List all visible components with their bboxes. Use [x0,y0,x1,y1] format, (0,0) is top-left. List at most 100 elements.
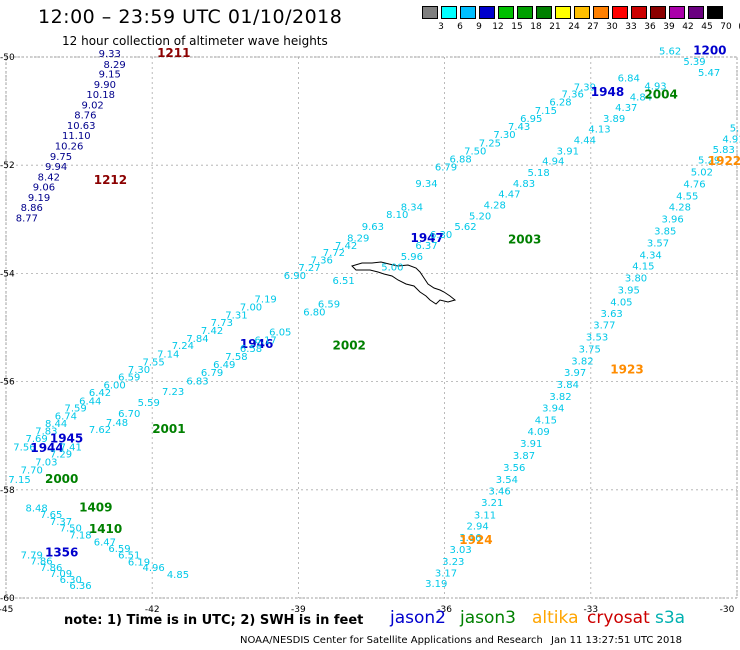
wave-height-label: 5.18 [527,168,549,179]
pass-time-label: 2001 [152,422,185,436]
pass-time-label: 1948 [591,85,624,99]
legend-item-s3a: s3a [655,608,686,628]
colorbar-swatch [479,6,495,19]
colorbar-label: 3 [438,22,444,32]
wave-height-label: 3.46 [488,487,510,498]
wave-height-label: 4.47 [498,190,520,201]
wave-height-label: 7.39 [574,83,596,94]
wave-height-label: 10.63 [67,121,96,132]
wave-height-label: 4.13 [588,125,610,136]
wave-height-label: 4.85 [167,570,189,581]
wave-height-label: 6.88 [449,154,471,165]
longitude-tick-label: -30 [720,605,735,615]
colorbar-label: 9 [476,22,482,32]
pass-time-label: 2002 [333,339,366,353]
colorbar-swatch [517,6,533,19]
longitude-tick-label: -42 [145,605,160,615]
wave-height-label: 7.83 [35,427,57,438]
wave-height-label: 7.41 [60,442,82,453]
pass-time-label: 2004 [644,88,677,102]
wave-height-label: 4.91 [722,134,740,145]
pass-time-label: 2003 [508,233,541,247]
wave-height-label: 6.36 [69,581,91,592]
legend-item-altika: altika [532,608,579,628]
wave-height-label: 3.91 [520,439,542,450]
colorbar-label: 42 [682,22,694,32]
wave-height-label: 9.75 [50,152,72,163]
wave-height-label: 7.30 [493,130,515,141]
wave-height-label: 5.39 [683,57,705,68]
wave-height-label: 11.10 [62,131,91,142]
wave-height-label: 7.09 [50,569,72,580]
wave-height-label: 7.86 [40,563,62,574]
wave-height-label: 6.80 [303,308,325,319]
wave-height-label: 7.50 [464,146,486,157]
pass-time-label: 2000 [45,472,78,486]
wave-height-label: 7.55 [142,357,164,368]
wave-height-label: 7.43 [508,122,530,133]
map-frame [5,56,738,599]
wave-height-label: 7.15 [8,475,30,486]
wave-height-label: 3.77 [593,321,615,332]
footer-note: note: 1) Time is in UTC; 2) SWH is in fe… [64,613,364,628]
wave-height-label: 4.93 [644,81,666,92]
wave-height-label: 2.94 [467,521,489,532]
wave-height-label: 7.24 [172,341,194,352]
wave-height-label: 5.96 [401,252,423,263]
wave-height-label: 7.69 [25,434,47,445]
wave-height-label: 4.83 [513,179,535,190]
wave-height-label: 7.25 [479,138,501,149]
wave-height-label: 7.73 [211,318,233,329]
wave-height-label: 6.59 [318,299,340,310]
wave-height-label: 6.51 [118,551,140,562]
wave-height-label: 3.82 [549,392,571,403]
colorbar-label: 21 [549,22,561,32]
wave-height-label: 4.15 [535,415,557,426]
pass-time-label: 1410 [89,522,122,536]
wave-height-label: 4.84 [630,92,652,103]
wave-height-label: 3.57 [647,238,669,249]
wave-height-label: 6.84 [618,73,640,84]
colorbar-swatch [460,6,476,19]
wave-height-label: 7.18 [69,530,91,541]
latitude-tick-label: -52 [0,161,15,171]
wave-height-label: 7.72 [323,248,345,259]
colorbar-label: 45 [701,22,713,32]
wave-height-label: 5.62 [454,222,476,233]
colorbar-label: 36 [644,22,656,32]
wave-height-label: 3.54 [496,475,518,486]
wave-height-label: 6.58 [240,344,262,355]
wave-height-label: 3.95 [618,285,640,296]
wave-height-label: 6.59 [108,544,130,555]
pass-time-label: 1922 [708,154,740,168]
wave-height-label: 6.70 [118,409,140,420]
wave-height-label: 8.76 [74,111,96,122]
longitude-tick-label: -39 [291,605,306,615]
wave-height-label: 6.51 [333,276,355,287]
map-grid: -45 -42 -39 -36 -33 -30 -50 -52 -54 -56 -58 -60 [0,53,738,615]
legend-item-cryosat: cryosat [587,608,650,628]
wave-height-label: 5.83 [713,145,735,156]
colorbar-swatch [498,6,514,19]
wave-height-label: 9.63 [362,222,384,233]
wave-height-label: 5.29 [698,156,720,167]
wave-height-label: 3.56 [503,463,525,474]
wave-height-label: 3.17 [435,568,457,579]
wave-height-label: 7.03 [35,457,57,468]
wave-height-label: 8.29 [103,60,125,71]
wave-height-label: 5.02 [691,167,713,178]
wave-height-label: 5.47 [698,68,720,79]
wave-height-label: 7.59 [64,403,86,414]
pass-time-label: 1212 [94,173,127,187]
longitude-tick-label: -45 [0,605,13,615]
latitude-tick-label: -54 [0,269,15,279]
wave-height-label: 6.47 [94,538,116,549]
wave-height-label: 8.10 [386,210,408,221]
wave-height-label: 3.03 [449,545,471,556]
wave-height-label: 3.21 [481,498,503,509]
wave-height-label: 3.16 [459,533,481,544]
wave-height-label: 5.59 [138,398,160,409]
colorbar-swatch [688,6,704,19]
wave-height-label: 10.18 [86,90,115,101]
colorbar-swatch [574,6,590,19]
